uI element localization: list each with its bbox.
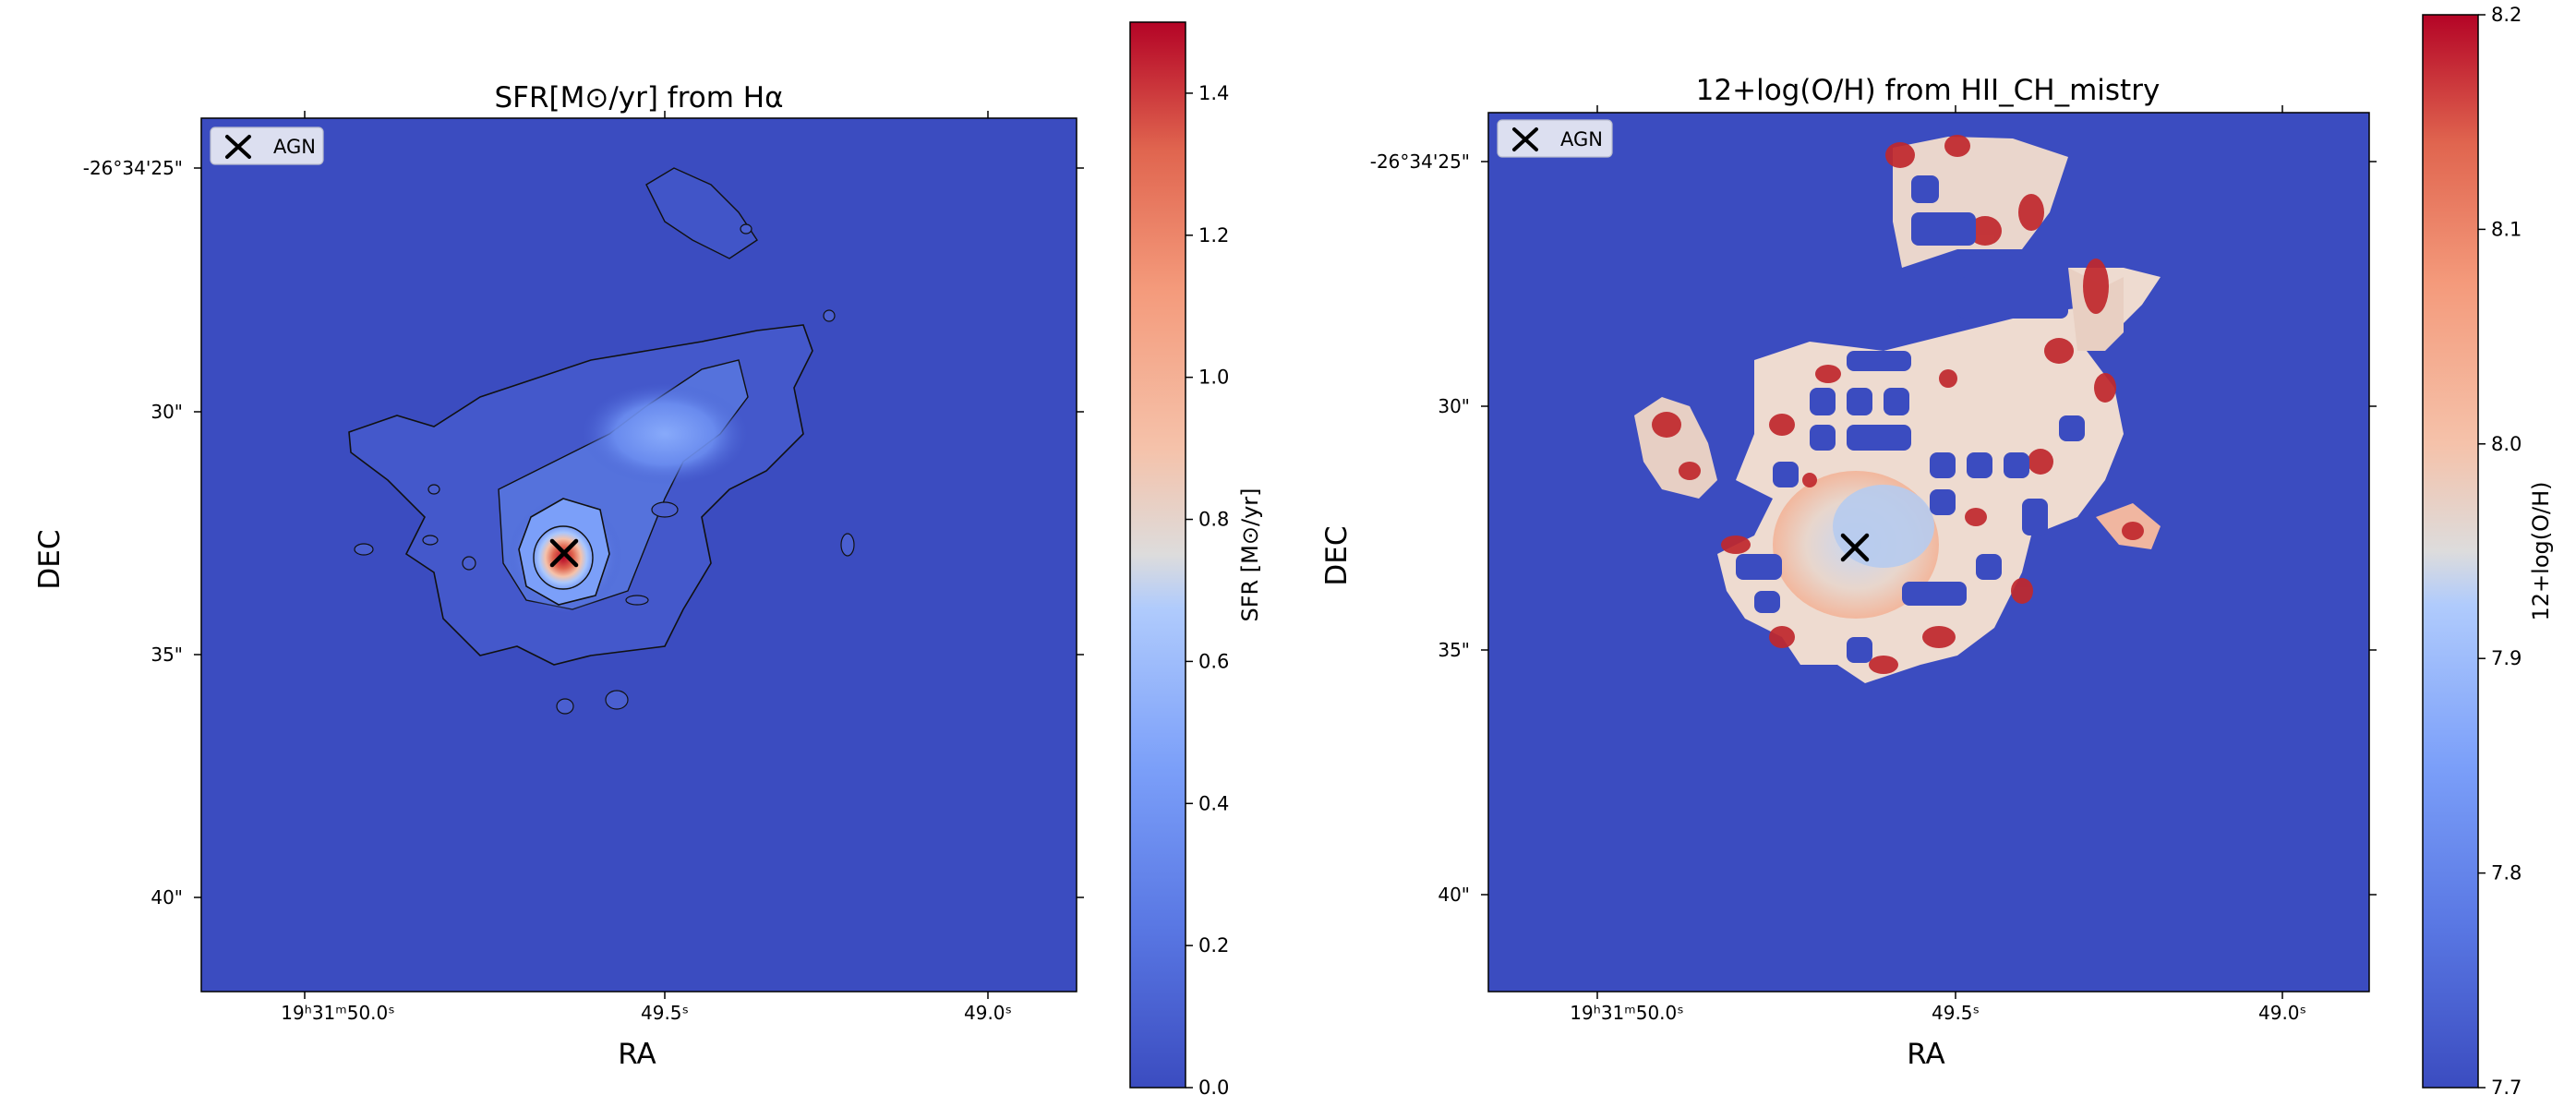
sfr-clumps: [354, 223, 855, 715]
sfr-bar-glow: [582, 383, 748, 485]
metallicity-y-axis-label: DEC: [1320, 525, 1354, 585]
metallicity-ytick-label: 30": [1438, 395, 1470, 417]
sfr-colorbar-tick-label: 0.6: [1198, 650, 1229, 672]
metallicity-colorbar-tick-label: 8.2: [2491, 4, 2522, 26]
sfr-colorbar-label: SFR [M⊙/yr]: [1237, 487, 1263, 621]
sfr-colorbar-tick-label: 1.0: [1198, 367, 1229, 389]
metallicity-tick-marks: [1481, 105, 2377, 999]
metallicity-legend-label: AGN: [1560, 128, 1603, 150]
sfr-xtick-label: 19ʰ31ᵐ50.0ˢ: [281, 1002, 394, 1024]
sfr-ytick-label: -26°34'25": [83, 157, 183, 179]
sfr-y-axis-label: DEC: [33, 529, 66, 589]
metallicity-colorbar-tick-label: 8.1: [2491, 218, 2522, 240]
legend-x-marker-icon: [1512, 127, 1538, 151]
sfr-emission-map: [348, 167, 855, 715]
sfr-x-axis-label: RA: [618, 1038, 656, 1071]
metallicity-agn-marker: [1840, 533, 1870, 562]
metallicity-x-axis-label: RA: [1907, 1038, 1945, 1071]
metallicity-colorbar-tick-label: 7.7: [2491, 1077, 2522, 1099]
sfr-tick-marks: [194, 111, 1084, 999]
metallicity-colorbar-tick-label: 7.8: [2491, 862, 2522, 884]
sfr-colorbar-tick-label: 0.0: [1198, 1077, 1229, 1099]
metallicity-colorbar-gradient: [2422, 14, 2479, 1089]
metallicity-xtick-label: 49.5ˢ: [1932, 1002, 1980, 1024]
sfr-colorbar-tick-label: 1.2: [1198, 224, 1229, 247]
metallicity-colorbar: 7.7 7.8 7.9 8.0 8.1 8.2 12+log(O/H): [2422, 4, 2554, 1099]
metallicity-colorbar-label: 12+log(O/H): [2528, 482, 2554, 621]
sfr-colorbar-gradient: [1129, 21, 1186, 1089]
sfr-north-filament: [645, 167, 758, 259]
sfr-colorbar-ticks: 0.0 0.2 0.4 0.6 0.8 1.0 1.2 1.4: [1186, 82, 1229, 1099]
sfr-colorbar-tick-label: 0.8: [1198, 509, 1229, 531]
metallicity-panel: 12+log(O/H) from HII_CH_mistry: [1320, 4, 2554, 1099]
sfr-ytick-label: 40": [150, 886, 183, 908]
metallicity-colorbar-tick-label: 8.0: [2491, 433, 2522, 455]
sfr-title: SFR[M⊙/yr] from Hα: [494, 81, 783, 114]
metallicity-legend: AGN: [1497, 119, 1613, 158]
metallicity-axes-frame: [1487, 112, 2370, 993]
metallicity-map: [1634, 135, 2161, 683]
sfr-agn-marker: [549, 538, 579, 568]
sfr-xtick-label: 49.0ˢ: [964, 1002, 1012, 1024]
sfr-legend: AGN: [210, 126, 324, 165]
metallicity-xtick-label: 19ʰ31ᵐ50.0ˢ: [1570, 1002, 1683, 1024]
metallicity-ytick-label: -26°34'25": [1370, 150, 1470, 173]
sfr-panel: SFR[M⊙/yr] from Hα: [33, 21, 1263, 1099]
sfr-legend-label: AGN: [273, 136, 316, 158]
sfr-nucleus: [533, 525, 594, 590]
sfr-xtick-label: 49.5ˢ: [641, 1002, 689, 1024]
metallicity-masked-pixels: [1736, 175, 2085, 663]
metallicity-xtick-label: 49.0ˢ: [2258, 1002, 2306, 1024]
sfr-ytick-label: 30": [150, 401, 183, 423]
metallicity-ytick-label: 35": [1438, 639, 1470, 661]
legend-x-marker-icon: [225, 135, 251, 159]
sfr-ytick-label: 35": [150, 644, 183, 666]
sfr-colorbar-tick-label: 0.2: [1198, 934, 1229, 957]
sfr-colorbar: 0.0 0.2 0.4 0.6 0.8 1.0 1.2 1.4 SFR [M⊙/yr]: [1129, 21, 1263, 1099]
metallicity-colorbar-ticks: 7.7 7.8 7.9 8.0 8.1 8.2: [2478, 4, 2522, 1099]
metallicity-colorbar-tick-label: 7.9: [2491, 647, 2522, 669]
metallicity-ytick-label: 40": [1438, 884, 1470, 906]
sfr-colorbar-tick-label: 1.4: [1198, 82, 1229, 104]
sfr-colorbar-tick-label: 0.4: [1198, 792, 1229, 814]
metallicity-title: 12+log(O/H) from HII_CH_mistry: [1696, 74, 2161, 107]
sfr-axes-frame: [200, 117, 1077, 993]
